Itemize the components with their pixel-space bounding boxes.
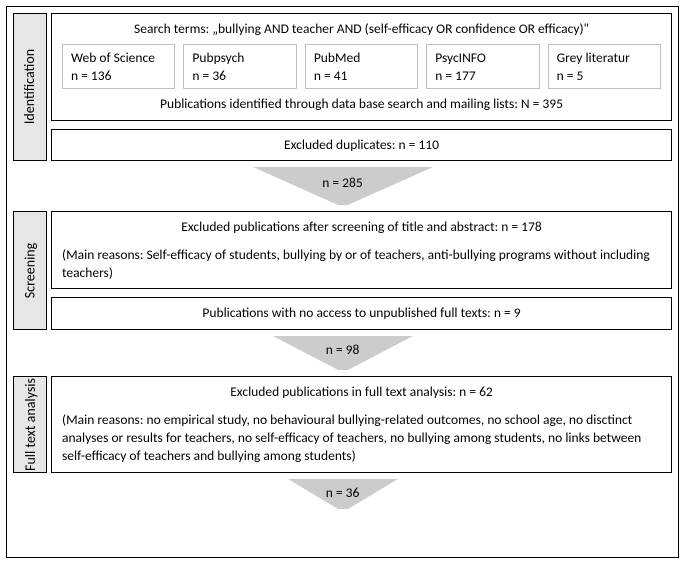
db-n: n = 36 — [192, 67, 287, 85]
db-name: PsycINFO — [435, 49, 530, 67]
funnel-98: n = 98 — [7, 336, 678, 370]
stage-screening: Screening Excluded publications after sc… — [7, 205, 678, 336]
stage-label-identification: Identification — [13, 13, 47, 161]
fulltext-excluded-box: Excluded publications in full text analy… — [51, 376, 672, 473]
db-pubpsych: Pubpsych n = 36 — [183, 44, 296, 89]
stage-label-text: Screening — [22, 242, 39, 298]
database-row: Web of Science n = 136 Pubpsych n = 36 P… — [62, 44, 661, 89]
no-access-box: Publications with no access to unpublish… — [51, 297, 672, 329]
identification-total: Publications identified through data bas… — [62, 95, 661, 113]
fulltext-reasons: (Main reasons: no empirical study, no be… — [62, 411, 661, 466]
db-grey-lit: Grey literatur n = 5 — [548, 44, 661, 89]
stage-body-screening: Excluded publications after screening of… — [51, 211, 672, 330]
search-terms: Search terms: „bullying AND teacher AND … — [62, 20, 661, 38]
screening-excluded-title: Excluded publications after screening of… — [62, 218, 661, 236]
funnel-36: n = 36 — [7, 479, 678, 513]
stage-fulltext: Full text analysis Excluded publications… — [7, 370, 678, 479]
screening-reasons: (Main reasons: Self-efficacy of students… — [62, 246, 661, 282]
db-name: Pubpsych — [192, 49, 287, 67]
fulltext-excluded-title: Excluded publications in full text analy… — [62, 383, 661, 401]
db-name: Web of Science — [71, 49, 166, 67]
stage-label-fulltext: Full text analysis — [13, 376, 47, 473]
funnel-285: n = 285 — [7, 167, 678, 205]
stage-body-identification: Search terms: „bullying AND teacher AND … — [51, 13, 672, 161]
stage-label-text: Identification — [22, 49, 39, 124]
excluded-duplicates-box: Excluded duplicates: n = 110 — [51, 129, 672, 161]
db-name: PubMed — [314, 49, 409, 67]
db-name: Grey literatur — [557, 49, 652, 67]
funnel-count: n = 98 — [326, 341, 360, 358]
funnel-count: n = 36 — [326, 484, 360, 501]
stage-body-fulltext: Excluded publications in full text analy… — [51, 376, 672, 473]
db-n: n = 136 — [71, 67, 166, 85]
db-web-of-science: Web of Science n = 136 — [62, 44, 175, 89]
db-n: n = 41 — [314, 67, 409, 85]
db-psycinfo: PsycINFO n = 177 — [426, 44, 539, 89]
db-pubmed: PubMed n = 41 — [305, 44, 418, 89]
stage-identification: Identification Search terms: „bullying A… — [7, 7, 678, 167]
screening-excluded-box: Excluded publications after screening of… — [51, 211, 672, 290]
db-n: n = 177 — [435, 67, 530, 85]
diagram-frame: Identification Search terms: „bullying A… — [6, 6, 679, 558]
db-n: n = 5 — [557, 67, 652, 85]
stage-label-text: Full text analysis — [22, 378, 39, 471]
stage-label-screening: Screening — [13, 211, 47, 330]
identification-main-box: Search terms: „bullying AND teacher AND … — [51, 13, 672, 121]
funnel-count: n = 285 — [322, 174, 362, 191]
